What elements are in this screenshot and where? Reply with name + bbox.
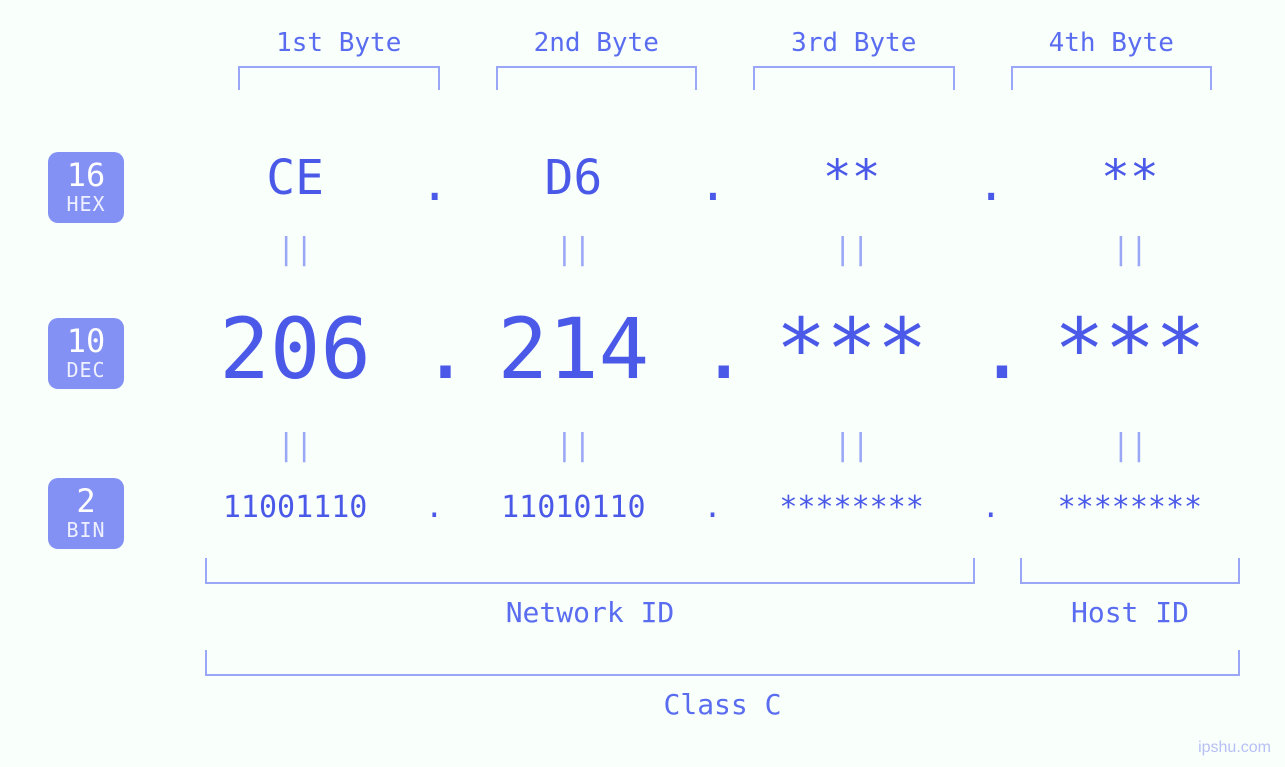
equals-row-dec-bin: || . || . || . || [170,428,1255,463]
dot-separator: . [977,490,1005,525]
base-badge-bin: 2 BIN [48,478,124,549]
equals-icon: || [448,232,698,267]
class-bracket [205,650,1240,676]
base-badge-dec: 10 DEC [48,318,124,389]
watermark: ipshu.com [1198,739,1271,757]
equals-icon: || [448,428,698,463]
dot-separator: . [699,156,727,212]
hex-byte-3: ** [727,150,977,206]
byte-header-label: 3rd Byte [725,28,983,58]
byte-header-label: 4th Byte [983,28,1241,58]
equals-icon: || [727,232,977,267]
dec-row: 206 . 214 . *** . *** [170,300,1255,398]
byte-header-2: 2nd Byte [468,28,726,90]
dot-separator: . [977,156,1005,212]
badge-base-number: 2 [48,484,124,519]
byte-header-label: 2nd Byte [468,28,726,58]
badge-base-label: DEC [48,359,124,381]
badge-base-number: 16 [48,158,124,193]
hex-row: CE . D6 . ** . ** [170,150,1255,206]
badge-base-label: BIN [48,519,124,541]
dot-separator: . [420,490,448,525]
host-id-label: Host ID [1020,596,1240,629]
class-label: Class C [205,688,1240,721]
dot-separator: . [977,300,1005,398]
equals-icon: || [727,428,977,463]
dot-separator: . [420,156,448,212]
equals-icon: || [170,428,420,463]
network-id-bracket [205,558,975,584]
byte-header-3: 3rd Byte [725,28,983,90]
base-badge-hex: 16 HEX [48,152,124,223]
dec-byte-3: *** [727,300,977,398]
bin-byte-4: ******** [1005,490,1255,525]
bin-byte-2: 11010110 [448,490,698,525]
hex-byte-4: ** [1005,150,1255,206]
bin-row: 11001110 . 11010110 . ******** . *******… [170,490,1255,525]
hex-byte-2: D6 [448,150,698,206]
equals-row-hex-dec: || . || . || . || [170,232,1255,267]
badge-base-label: HEX [48,193,124,215]
host-id-bracket [1020,558,1240,584]
bin-byte-1: 11001110 [170,490,420,525]
network-id-label: Network ID [205,596,975,629]
byte-header-4: 4th Byte [983,28,1241,90]
dec-byte-2: 214 [448,300,698,398]
byte-bracket-top [1011,66,1213,90]
dec-byte-4: *** [1005,300,1255,398]
byte-header-label: 1st Byte [210,28,468,58]
byte-headers: 1st Byte 2nd Byte 3rd Byte 4th Byte [210,28,1240,90]
dot-separator: . [699,490,727,525]
dot-separator: . [699,300,727,398]
byte-header-1: 1st Byte [210,28,468,90]
equals-icon: || [1005,232,1255,267]
byte-bracket-top [238,66,440,90]
hex-byte-1: CE [170,150,420,206]
bin-byte-3: ******** [727,490,977,525]
dec-byte-1: 206 [170,300,420,398]
byte-bracket-top [753,66,955,90]
equals-icon: || [170,232,420,267]
byte-bracket-top [496,66,698,90]
badge-base-number: 10 [48,324,124,359]
equals-icon: || [1005,428,1255,463]
dot-separator: . [420,300,448,398]
